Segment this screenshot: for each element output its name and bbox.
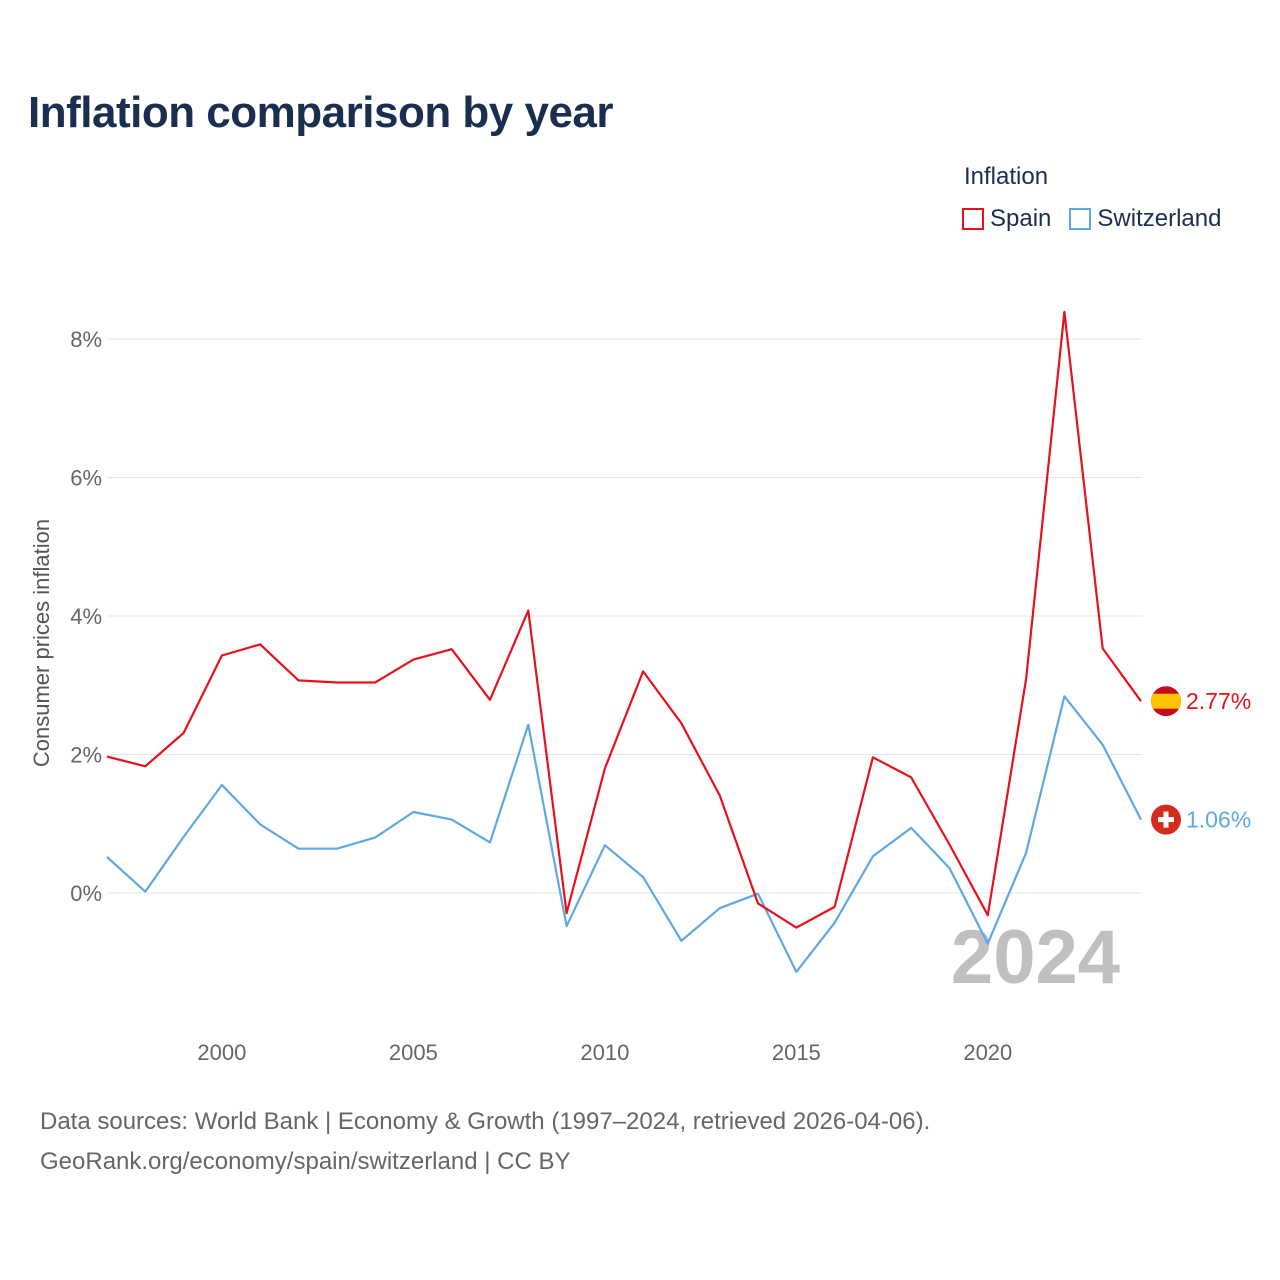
x-tick-label: 2020 bbox=[963, 1040, 1012, 1065]
footer-source: Data sources: World Bank | Economy & Gro… bbox=[40, 1108, 931, 1135]
x-tick-labels: 2000 2005 2010 2015 2020 bbox=[197, 1040, 1012, 1065]
x-tick-label: 2000 bbox=[197, 1040, 246, 1065]
y-tick-label: 2% bbox=[70, 743, 102, 768]
x-tick-label: 2015 bbox=[772, 1040, 821, 1065]
series-line-spain[interactable] bbox=[106, 310, 1142, 929]
legend-item-spain[interactable]: Spain bbox=[962, 205, 1051, 233]
chart-title: Inflation comparison by year bbox=[28, 88, 614, 137]
y-tick-label: 8% bbox=[70, 327, 102, 352]
grid-layer bbox=[107, 338, 1142, 894]
legend: Spain Switzerland bbox=[962, 205, 1221, 233]
legend-swatch-switzerland bbox=[1069, 208, 1092, 230]
legend-label-switzerland: Switzerland bbox=[1097, 205, 1222, 232]
series-line-switzerland[interactable] bbox=[106, 695, 1142, 974]
y-tick-labels: 0% 2% 4% 6% 8% bbox=[70, 327, 102, 906]
x-tick-label: 2010 bbox=[580, 1040, 629, 1065]
y-tick-label: 0% bbox=[70, 881, 102, 906]
end-value-label-spain: 2.77% bbox=[1186, 688, 1251, 714]
legend-swatch-spain bbox=[962, 208, 984, 230]
footer-credit: GeoRank.org/economy/spain/switzerland | … bbox=[40, 1148, 571, 1175]
end-markers: 2.77% 1.06% bbox=[1151, 686, 1251, 835]
series-layer bbox=[106, 310, 1142, 974]
spain-flag-icon bbox=[1151, 686, 1181, 717]
legend-label-spain: Spain bbox=[990, 205, 1052, 232]
legend-title: Inflation bbox=[964, 163, 1049, 190]
end-value-label-switzerland: 1.06% bbox=[1186, 807, 1251, 833]
y-tick-label: 4% bbox=[70, 604, 102, 629]
legend-item-switzerland[interactable]: Switzerland bbox=[1069, 205, 1221, 233]
y-tick-label: 6% bbox=[70, 466, 102, 491]
x-tick-label: 2005 bbox=[389, 1040, 438, 1065]
end-marker-switzerland: 1.06% bbox=[1151, 804, 1251, 835]
switzerland-flag-icon bbox=[1151, 804, 1181, 835]
end-marker-spain: 2.77% bbox=[1151, 686, 1251, 717]
year-watermark: 2024 bbox=[951, 915, 1120, 1000]
